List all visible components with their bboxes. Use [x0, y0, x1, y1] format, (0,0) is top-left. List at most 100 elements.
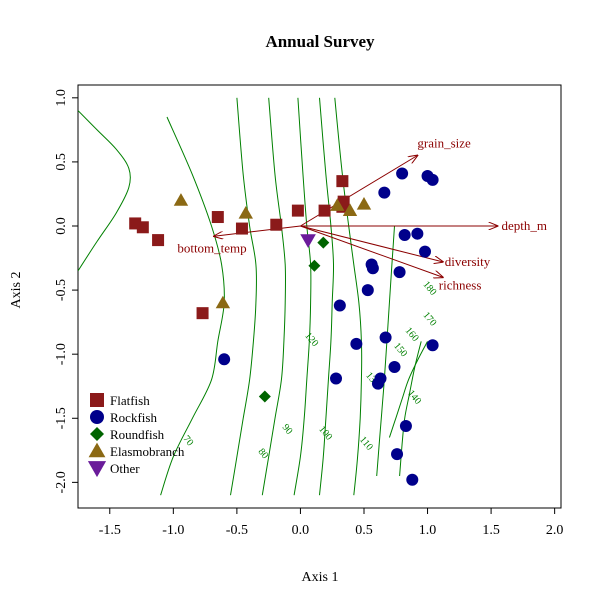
flatfish-point [318, 204, 331, 217]
contour-label: 150 [391, 341, 409, 360]
rockfish-point [218, 353, 231, 366]
rockfish-point [396, 167, 409, 180]
x-tick-label: 0.5 [355, 523, 373, 538]
plot-frame [77, 84, 562, 509]
y-axis-label: Axis 2 [9, 272, 24, 309]
flatfish-point [235, 222, 248, 235]
contour-line [230, 97, 258, 496]
contour-label: 170 [420, 310, 438, 329]
legend-marker-roundfish [90, 427, 104, 441]
contour-label: 160 [403, 325, 421, 344]
flatfish-point [136, 221, 149, 234]
elasmobranch-point [238, 205, 253, 219]
rockfish-point [393, 266, 406, 279]
rockfish-point [406, 473, 419, 486]
contour-line [78, 110, 131, 272]
point-layer [129, 167, 439, 486]
rockfish-point [350, 337, 363, 350]
contour-label: 120 [302, 330, 320, 349]
rockfish-point [426, 339, 439, 352]
flatfish-point [211, 211, 224, 224]
rockfish-point [361, 284, 374, 297]
vector-layer: grain_size depth_m bottom_temp diversity ric… [177, 136, 547, 293]
vector-label: richness [439, 277, 482, 292]
rockfish-point [391, 448, 404, 461]
y-tick-label: 1.0 [54, 89, 69, 107]
elasmobranch-point [356, 197, 372, 210]
rockfish-point [379, 331, 392, 344]
contour-line [261, 97, 287, 496]
rockfish-point [426, 173, 439, 186]
legend: Flatfish Rockfish Roundfish Elasmobranch Oth… [87, 393, 185, 478]
rockfish-point [333, 299, 346, 312]
elasmobranch-point [342, 203, 358, 217]
axis-layer: -1.5 -1.0 -0.5 0.0 0.5 1.0 1.5 2.0 -2.0 -1.5 -1.0 -… [54, 89, 563, 538]
x-tick-label: -1.5 [99, 523, 121, 538]
y-tick-label: 0.0 [54, 217, 69, 235]
rockfish-point [418, 245, 431, 258]
roundfish-point [258, 390, 271, 403]
flatfish-point [270, 218, 283, 231]
x-tick-label: -1.0 [162, 523, 184, 538]
legend-marker-elasmobranch [88, 442, 106, 458]
contour-label: 180 [420, 279, 438, 298]
y-tick-label: -1.5 [54, 407, 69, 429]
rockfish-point [378, 186, 391, 199]
rockfish-point [411, 227, 424, 240]
contour-line [388, 341, 428, 438]
x-axis-label: Axis 1 [302, 570, 339, 585]
roundfish-point [317, 236, 330, 249]
rockfish-point [365, 258, 378, 271]
contour-line [293, 97, 312, 496]
rockfish-point [388, 361, 401, 373]
vector-label: depth_m [501, 218, 547, 233]
rockfish-point [399, 419, 412, 432]
legend-marker-other [87, 461, 107, 478]
contour-line [399, 341, 422, 477]
legend-label: Flatfish [110, 393, 150, 408]
rockfish-point [371, 377, 384, 390]
contour-label: 100 [316, 424, 334, 443]
vector-arrow [300, 225, 442, 277]
elasmobranch-point [330, 198, 345, 211]
flatfish-point [291, 204, 304, 217]
elasmobranch-point [173, 193, 189, 206]
vector-arrow [300, 156, 417, 227]
vector-arrow [214, 225, 301, 236]
legend-label: Roundfish [110, 427, 165, 442]
rockfish-point [398, 228, 411, 241]
x-tick-label: 1.5 [482, 523, 500, 538]
contour-line [319, 97, 335, 496]
contour-line [376, 225, 395, 477]
legend-label: Elasmobranch [110, 444, 185, 459]
flatfish-point [152, 234, 165, 247]
other-point [300, 234, 316, 248]
roundfish-point [308, 259, 321, 272]
y-tick-label: -1.0 [54, 343, 69, 365]
y-tick-label: -2.0 [54, 471, 69, 493]
x-tick-label: 0.0 [292, 523, 310, 538]
contour-label: 90 [280, 422, 295, 437]
elasmobranch-point [215, 295, 231, 309]
vector-arrow [300, 225, 442, 262]
legend-label: Other [110, 461, 140, 476]
vector-label: grain_size [417, 136, 471, 151]
legend-marker-flatfish [90, 393, 104, 407]
contour-line [160, 116, 225, 496]
x-tick-label: -0.5 [226, 523, 248, 538]
x-tick-label: 1.0 [419, 523, 437, 538]
vector-label: bottom_temp [177, 240, 246, 255]
vector-label: diversity [445, 254, 491, 269]
flatfish-point [336, 175, 349, 188]
contour-line [334, 97, 363, 496]
flatfish-point [196, 307, 209, 320]
chart-title: Annual Survey [265, 32, 375, 51]
contour-label: 110 [357, 434, 375, 452]
y-tick-label: -0.5 [54, 279, 69, 301]
rockfish-point [330, 372, 343, 385]
x-tick-label: 2.0 [546, 523, 564, 538]
legend-marker-rockfish [90, 410, 104, 424]
y-tick-label: 0.5 [54, 153, 69, 171]
legend-label: Rockfish [110, 410, 157, 425]
